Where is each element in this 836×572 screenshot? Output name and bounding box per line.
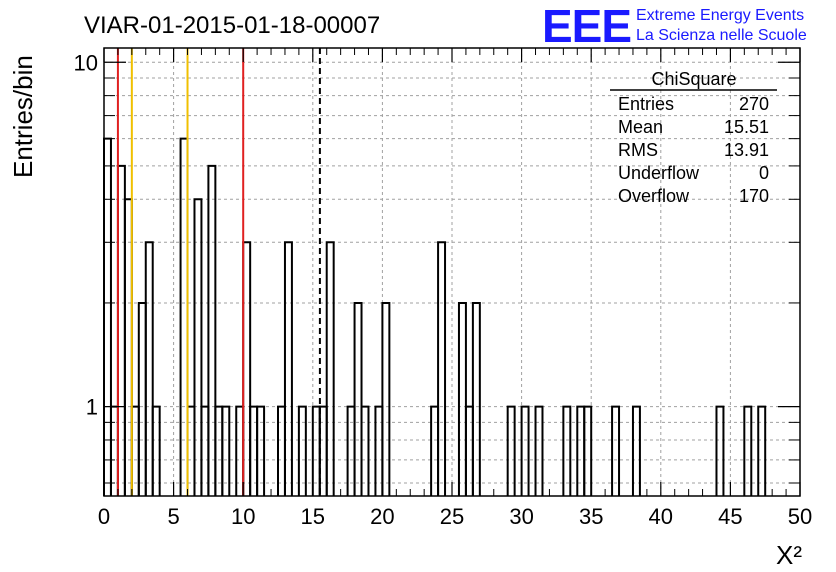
stats-box: ChiSquare Entries 270 Mean 15.51 RMS 13.91 Und… — [610, 69, 777, 206]
histogram-bin — [471, 301, 481, 496]
x-tick-label: 10 — [231, 504, 255, 529]
histogram-bin — [151, 405, 161, 496]
stats-row-label: Underflow — [618, 163, 700, 183]
axis-ticks — [103, 48, 801, 496]
histogram-bin — [123, 198, 133, 496]
histogram-bin — [179, 137, 189, 496]
histogram-bin — [144, 241, 154, 496]
histogram-bin — [283, 241, 293, 496]
y-tick-label: 10 — [74, 50, 98, 75]
histogram-bin — [743, 405, 753, 496]
histogram-bin — [520, 405, 530, 496]
x-tick-labels: 0 5 10 15 20 25 30 35 40 45 50 — [98, 504, 812, 529]
stats-row-label: Mean — [618, 117, 663, 137]
histogram-bin — [506, 405, 516, 496]
x-tick-label: 40 — [649, 504, 673, 529]
histogram-bin — [457, 301, 467, 496]
histogram-bin — [562, 405, 572, 496]
brand-logo: EEE — [542, 0, 631, 52]
histogram-bin — [242, 241, 252, 496]
chart-title: VIAR-01-2015-01-18-00007 — [84, 12, 380, 39]
histogram-bin — [256, 405, 266, 496]
x-tick-label: 25 — [440, 504, 464, 529]
x-tick-label: 35 — [579, 504, 603, 529]
histogram-bin — [611, 405, 621, 496]
stats-row-label: Overflow — [618, 186, 690, 206]
stats-row-value: 13.91 — [724, 140, 769, 160]
y-axis-label: Entries/bin — [8, 55, 38, 178]
x-tick-label: 15 — [301, 504, 325, 529]
stats-row-value: 170 — [739, 186, 769, 206]
stats-row-value: 15.51 — [724, 117, 769, 137]
stats-row-value: 0 — [759, 163, 769, 183]
x-tick-label: 50 — [788, 504, 812, 529]
histogram-bin — [103, 137, 112, 496]
histogram-bin — [207, 164, 217, 496]
brand-line-1: Extreme Energy Events — [636, 7, 804, 24]
x-tick-label: 45 — [718, 504, 742, 529]
reference-lines — [116, 48, 321, 496]
grid-layer — [104, 48, 800, 496]
histogram-bin — [534, 405, 544, 496]
histogram-bin — [221, 405, 231, 496]
histogram-bin — [360, 405, 370, 496]
histogram-bin — [193, 198, 203, 496]
histogram-bin — [381, 301, 391, 496]
histogram-bin — [715, 405, 725, 496]
histogram-bin — [325, 241, 335, 496]
stats-rows: Entries 270 Mean 15.51 RMS 13.91 Underflow 0 Ove… — [618, 94, 769, 206]
x-tick-label: 0 — [98, 504, 110, 529]
histogram-bin — [137, 301, 147, 496]
histogram-bin — [583, 405, 593, 496]
stats-row-label: RMS — [618, 140, 658, 160]
stats-title: ChiSquare — [651, 69, 736, 89]
stats-row-value: 270 — [739, 94, 769, 114]
x-tick-label: 5 — [167, 504, 179, 529]
histogram-layer — [103, 137, 767, 496]
x-tick-label: 30 — [509, 504, 533, 529]
histogram-bin — [437, 241, 447, 496]
brand-block: EEE Extreme Energy Events La Scienza nel… — [542, 0, 807, 52]
y-tick-labels: 1 10 — [74, 50, 98, 419]
x-tick-label: 20 — [370, 504, 394, 529]
stats-row-label: Entries — [618, 94, 674, 114]
brand-line-2: La Scienza nelle Scuole — [636, 27, 807, 44]
histogram-bin — [353, 301, 363, 496]
histogram-bin — [116, 164, 126, 496]
y-tick-label: 1 — [86, 395, 98, 420]
histogram-bin — [631, 405, 641, 496]
x-axis-label: X² — [776, 540, 802, 570]
histogram-bin — [757, 405, 767, 496]
histogram-bin — [297, 405, 307, 496]
